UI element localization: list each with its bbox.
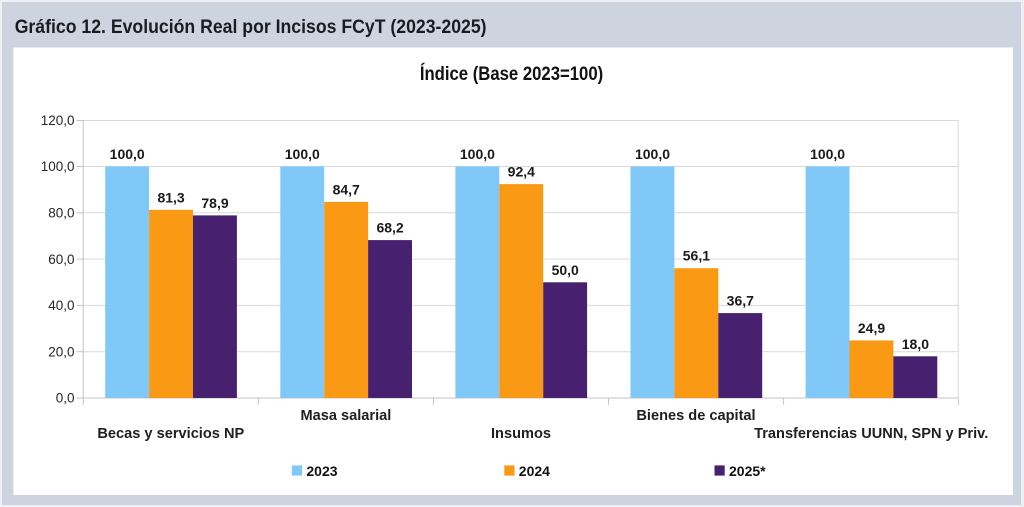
svg-text:24,9: 24,9 [858, 320, 885, 336]
svg-text:Transferencias UUNN, SPN y Pri: Transferencias UUNN, SPN y Priv. [754, 426, 988, 442]
svg-text:100,0: 100,0 [810, 146, 845, 162]
svg-text:100,0: 100,0 [460, 146, 495, 162]
svg-text:Insumos: Insumos [491, 426, 551, 442]
svg-text:100,0: 100,0 [110, 146, 145, 162]
svg-text:100,0: 100,0 [285, 146, 320, 162]
svg-text:68,2: 68,2 [376, 220, 403, 236]
svg-text:2024: 2024 [519, 463, 550, 479]
svg-text:60,0: 60,0 [48, 252, 74, 267]
svg-text:78,9: 78,9 [201, 195, 228, 211]
svg-text:100,0: 100,0 [41, 159, 75, 174]
svg-text:Becas y servicios NP: Becas y servicios NP [97, 426, 244, 442]
svg-text:100,0: 100,0 [635, 146, 670, 162]
svg-text:36,7: 36,7 [727, 293, 754, 309]
svg-text:40,0: 40,0 [48, 298, 74, 313]
svg-text:81,3: 81,3 [157, 189, 184, 205]
svg-text:Masa salarial: Masa salarial [300, 408, 391, 424]
svg-text:80,0: 80,0 [48, 206, 74, 221]
svg-text:50,0: 50,0 [552, 262, 579, 278]
svg-text:18,0: 18,0 [902, 336, 929, 352]
svg-text:Gráfico 12. Evolución Real por: Gráfico 12. Evolución Real por Incisos F… [15, 15, 487, 37]
svg-text:Índice (Base 2023=100): Índice (Base 2023=100) [420, 62, 603, 84]
svg-text:2023: 2023 [306, 463, 337, 479]
svg-text:92,4: 92,4 [508, 164, 535, 180]
svg-text:20,0: 20,0 [48, 344, 74, 359]
svg-text:84,7: 84,7 [333, 181, 360, 197]
svg-text:56,1: 56,1 [683, 248, 710, 264]
svg-text:120,0: 120,0 [41, 113, 75, 128]
svg-text:Bienes de capital: Bienes de capital [636, 408, 755, 424]
svg-text:2025*: 2025* [729, 463, 766, 479]
svg-text:0,0: 0,0 [56, 391, 75, 406]
